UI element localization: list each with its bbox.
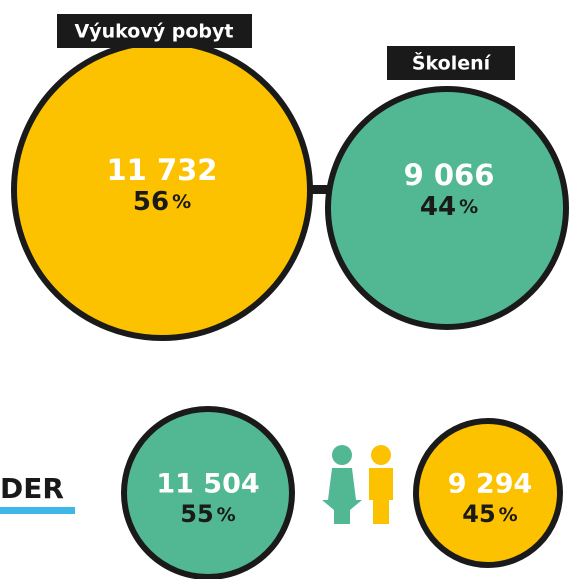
unit: % (459, 196, 478, 218)
percent: 45 (462, 500, 495, 528)
count: 9 294 (448, 469, 533, 500)
label-box (57, 14, 252, 48)
label-box (387, 46, 515, 80)
circle-male (413, 418, 563, 568)
label: Školení (412, 51, 492, 75)
percent-line: 44% (420, 192, 478, 222)
label: Výukový pobyt (75, 21, 234, 43)
percent: 44 (420, 192, 456, 222)
percent: 55 (180, 500, 213, 528)
connector (295, 185, 335, 194)
circle-female (121, 406, 295, 579)
count: 11 504 (156, 469, 259, 500)
heading-underline (0, 507, 75, 514)
unit: % (217, 504, 236, 526)
count: 11 732 (107, 153, 218, 187)
percent: 56 (133, 187, 169, 217)
count: 9 066 (404, 158, 495, 192)
percent-line: 56% (133, 187, 191, 217)
percent-line: 55% (180, 500, 235, 528)
unit: % (172, 191, 191, 213)
circle-training (325, 86, 569, 330)
unit: % (499, 504, 518, 526)
gender-heading: DER (0, 472, 64, 505)
female-icon (322, 445, 362, 524)
percent-line: 45% (462, 500, 517, 528)
male-icon (369, 445, 393, 524)
